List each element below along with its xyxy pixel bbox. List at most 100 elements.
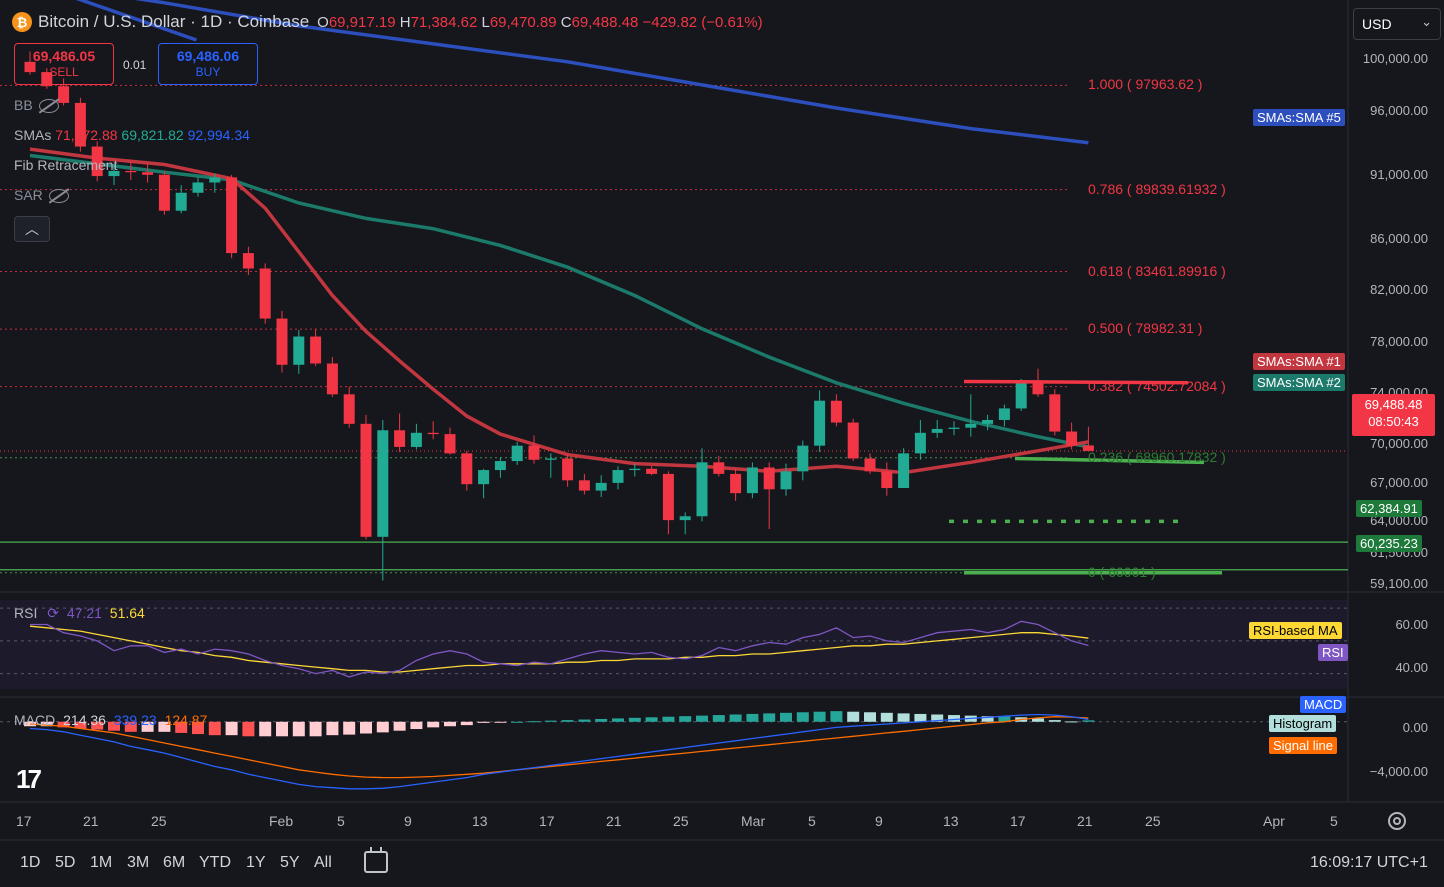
timeframe-3m-button[interactable]: 3M (127, 854, 150, 871)
buy-button[interactable]: 69,486.06 BUY (158, 43, 258, 85)
legend-bb[interactable]: BB (14, 97, 59, 114)
currency-select[interactable]: USD ⌄ (1353, 8, 1441, 40)
rsi-band (0, 600, 1348, 689)
candle-body (24, 61, 36, 73)
settings-gear-icon[interactable] (1388, 812, 1406, 830)
legend-fib[interactable]: Fib Retracement (14, 157, 118, 173)
fib-level-label: 1.000 ( 97963.62 ) (1088, 76, 1203, 93)
macd-hist-bar (91, 721, 104, 730)
hidden-eye-icon[interactable] (48, 189, 69, 204)
macd-hist-bar (444, 721, 456, 727)
rsi-ma-value: 51.64 (109, 605, 145, 621)
macd-hist-bar (628, 717, 641, 722)
time-axis-label: 25 (1145, 813, 1161, 829)
timeframe-1y-button[interactable]: 1Y (246, 854, 266, 871)
candle-body (982, 419, 994, 424)
change-value: −429.82 (−0.61%) (642, 13, 763, 31)
candle-body (41, 72, 53, 87)
macd-hist-bar (561, 720, 574, 722)
timeframe-ytd-button[interactable]: YTD (199, 854, 231, 871)
sma2-value: 69,821.82 (121, 127, 184, 143)
line2-price-tag: 60,235.23 (1356, 535, 1422, 552)
macd-hist-bar (1065, 721, 1078, 723)
candle-body (679, 516, 691, 521)
candle-body (595, 482, 607, 491)
macd-hist-bar (460, 721, 473, 726)
time-axis-label: Mar (741, 813, 766, 829)
hidden-eye-icon[interactable] (38, 99, 59, 114)
candle-body (478, 470, 490, 485)
macd-hist-bar (813, 711, 826, 722)
macd-line (29, 713, 1089, 790)
macd-hist-bar (309, 721, 322, 737)
time-axis-label: 17 (16, 813, 32, 829)
candle-body (780, 471, 792, 490)
timeframe-6m-button[interactable]: 6M (163, 854, 186, 871)
macd-tick-neg4000: −4,000.00 (1369, 764, 1428, 779)
price-tick: 96,000.00 (1370, 102, 1428, 118)
price-tick: 100,000.00 (1362, 51, 1428, 67)
sma1-value: 71,072.88 (55, 127, 118, 143)
sell-button[interactable]: 69,486.05 SELL (14, 43, 114, 85)
candle-body (410, 432, 422, 447)
candle-body (528, 445, 540, 460)
fib-level-label: 0.618 ( 83461.89916 ) (1088, 262, 1226, 279)
signal-line-tag: Signal line (1269, 737, 1337, 754)
candle-body (427, 432, 439, 435)
price-tick: 64,000.00 (1370, 513, 1428, 529)
macd-hist-bar (1082, 720, 1095, 722)
timeframe-5d-button[interactable]: 5D (55, 854, 76, 871)
macd-value: 214.36 (63, 712, 106, 728)
macd-hist-bar (729, 714, 742, 722)
spread-value: 0.01 (123, 58, 147, 72)
macd-hist-bar (662, 716, 675, 722)
macd-hist-value: 124.87 (164, 712, 208, 728)
time-axis-label: Feb (269, 813, 294, 829)
macd-hist-bar (477, 721, 490, 723)
fib-level-label: 0.500 ( 78982.31 ) (1088, 320, 1203, 337)
timeframe-1m-button[interactable]: 1M (90, 854, 113, 871)
rsi-line (30, 620, 1089, 678)
time-axis-label: 9 (875, 813, 883, 829)
timeframe-1d-button[interactable]: 1D (20, 854, 41, 871)
legend-sar[interactable]: SAR (14, 187, 69, 204)
sma2-tag: SMAs:SMA #2 (1253, 374, 1345, 391)
signal-line (29, 716, 1089, 779)
macd-tick-0: 0.00 (1402, 720, 1428, 735)
replay-icon[interactable] (364, 847, 388, 873)
legend-smas[interactable]: SMAs 71,072.88 69,821.82 92,994.34 (14, 127, 250, 143)
time-axis-label: 25 (151, 813, 167, 829)
macd-legend[interactable]: MACD 214.36 339.23 124.87 (14, 712, 208, 728)
macd-hist-bar (141, 721, 154, 732)
timeframe-5y-button[interactable]: 5Y (280, 854, 300, 871)
price-tick: 86,000.00 (1370, 230, 1428, 246)
timeframe-all-button[interactable]: All (314, 854, 332, 871)
macd-hist-bar (679, 716, 692, 722)
time-axis-label: 5 (1330, 813, 1338, 829)
macd-hist-bar (276, 721, 288, 737)
candle-body (1015, 381, 1027, 409)
macd-hist-bar (40, 721, 53, 727)
sma2-line (29, 153, 1089, 449)
symbol-title[interactable]: Bitcoin / U.S. Dollar · 1D · Coinbase (38, 12, 310, 31)
sell-label: SELL (49, 65, 79, 79)
macd-hist-bar (763, 713, 776, 722)
time-axis-label: 21 (1077, 813, 1093, 829)
collapse-legend-button[interactable]: ︿ (14, 216, 50, 242)
macd-hist-bar (796, 712, 809, 722)
clock-timezone[interactable]: 16:09:17 UTC+1 (1310, 854, 1428, 871)
sma1-line (29, 147, 1089, 475)
price-tick: 82,000.00 (1370, 282, 1428, 298)
price-tick: 78,000.00 (1370, 333, 1428, 349)
tradingview-logo[interactable]: 17 (16, 764, 42, 794)
candle-body (1032, 381, 1044, 395)
macd-hist-bar (948, 715, 960, 722)
macd-tag: MACD (1300, 696, 1347, 713)
buy-label: BUY (195, 65, 221, 79)
rsi-legend[interactable]: RSI ⟳ 47.21 51.64 (14, 605, 145, 621)
rsi-tick-60: 60.00 (1395, 617, 1428, 632)
macd-hist-bar (124, 721, 137, 732)
fib-level-label: 0.382 ( 74502.72084 ) (1088, 377, 1226, 394)
candle-body (394, 430, 406, 447)
